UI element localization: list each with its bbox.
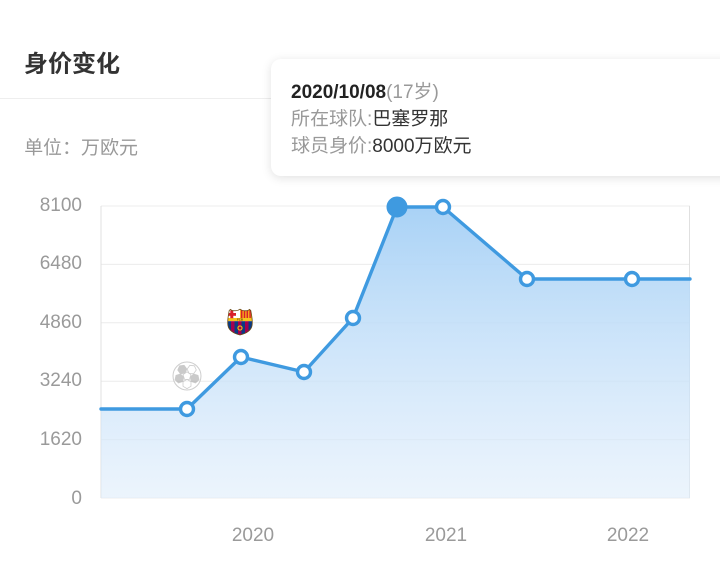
svg-text:FCB: FCB (237, 318, 243, 322)
